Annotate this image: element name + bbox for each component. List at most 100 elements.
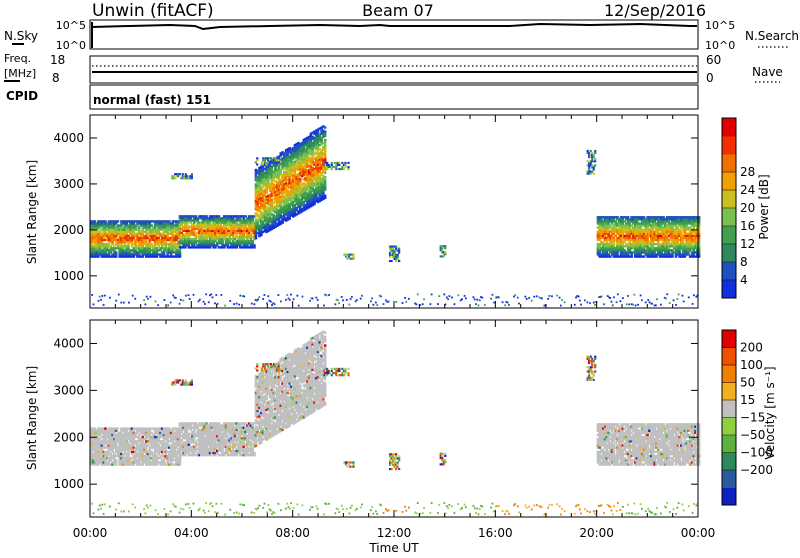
power-echo-cell	[324, 149, 327, 151]
power-near-range-cell	[385, 299, 387, 301]
power-echo-cell	[154, 226, 157, 228]
power-near-range-cell	[541, 298, 543, 300]
power-echo-cell	[141, 255, 144, 257]
power-echo-cell	[613, 237, 616, 239]
power-near-range-cell	[143, 299, 145, 301]
power-near-range-cell	[464, 295, 466, 297]
velocity-echo-cell	[164, 449, 167, 451]
power-near-range-cell	[498, 296, 500, 298]
power-near-range-cell	[120, 302, 122, 304]
power-echo-cell	[184, 246, 187, 248]
power-near-range-cell	[236, 303, 238, 305]
power-echo-cell	[299, 178, 302, 180]
power-near-range-cell	[518, 303, 520, 305]
power-near-range-cell	[103, 304, 105, 306]
power-echo-cell	[175, 247, 178, 249]
velocity-echo-cell	[149, 455, 152, 457]
velocity-echo-cell	[164, 453, 167, 455]
velocity-echo-cell	[156, 442, 159, 444]
power-near-range-cell	[524, 296, 526, 298]
power-echo-cell	[613, 245, 616, 247]
power-echo-cell	[145, 239, 148, 241]
power-near-range-cell	[676, 298, 678, 300]
power-near-range-cell	[666, 293, 668, 295]
power-echo-cell	[102, 237, 105, 239]
power-echo-cell	[141, 229, 144, 231]
power-echo-cell	[652, 241, 655, 243]
power-echo-cell	[157, 231, 160, 233]
power-data-layer	[90, 125, 700, 306]
velocity-echo-cell	[99, 455, 102, 457]
power-near-range-cell	[651, 303, 653, 305]
power-near-range-cell	[298, 305, 300, 307]
power-echo-cell	[324, 157, 327, 159]
velocity-echo-cell	[154, 434, 157, 436]
power-echo-cell	[228, 236, 231, 238]
power-echo-cell	[675, 255, 678, 257]
velocity-echo-cell	[163, 459, 166, 461]
power-echo-cell	[235, 234, 238, 236]
power-echo-cell	[125, 222, 128, 224]
power-near-range-cell	[251, 303, 253, 305]
power-near-range-cell	[99, 296, 101, 298]
power-near-range-cell	[361, 295, 363, 297]
power-echo-cell	[676, 237, 679, 239]
power-patch-cell	[347, 166, 349, 168]
noise-right-tick-bottom: 10^0	[705, 39, 735, 52]
power-echo-cell	[281, 221, 284, 223]
power-patch-cell	[344, 166, 346, 168]
power-patch-cell	[346, 258, 348, 260]
power-near-range-cell	[660, 304, 662, 306]
power-patch-cell	[594, 164, 596, 166]
power-near-range-cell	[123, 302, 125, 304]
power-near-range-cell	[549, 295, 551, 297]
power-colorbar-segment	[722, 244, 736, 263]
power-near-range-cell	[150, 296, 152, 298]
power-echo-cell	[646, 245, 649, 247]
power-near-range-cell	[380, 295, 382, 297]
power-echo-cell	[643, 216, 646, 218]
power-echo-cell	[163, 253, 166, 255]
power-echo-cell	[598, 239, 601, 241]
velocity-echo-cell	[99, 434, 102, 436]
velocity-echo-cell	[127, 455, 130, 457]
power-near-range-cell	[220, 294, 222, 296]
power-near-range-cell	[641, 299, 643, 301]
power-near-range-cell	[688, 296, 690, 298]
power-near-range-cell	[578, 296, 580, 298]
power-near-range-cell	[157, 304, 159, 306]
power-echo-cell	[149, 222, 152, 224]
power-near-range-cell	[395, 301, 397, 303]
power-near-range-cell	[478, 304, 480, 306]
power-echo-cell	[607, 253, 610, 255]
power-near-range-cell	[285, 299, 287, 301]
power-echo-cell	[675, 224, 678, 226]
power-echo-cell	[664, 235, 667, 237]
power-near-range-cell	[342, 299, 344, 301]
velocity-echo-cell	[156, 459, 159, 461]
power-echo-cell	[127, 243, 130, 245]
power-patch-cell	[395, 260, 397, 262]
power-echo-cell	[113, 245, 116, 247]
velocity-echo-cell	[108, 461, 111, 463]
power-echo-cell	[294, 171, 297, 173]
power-patch-cell	[593, 166, 595, 168]
power-echo-cell	[219, 223, 222, 225]
power-echo-cell	[188, 236, 191, 238]
power-echo-cell	[157, 237, 160, 239]
power-patch-cell	[441, 247, 443, 249]
velocity-echo-cell	[106, 455, 109, 457]
power-echo-cell	[627, 253, 630, 255]
velocity-echo-cell	[110, 453, 113, 455]
power-echo-cell	[661, 251, 664, 253]
power-echo-cell	[324, 178, 327, 180]
power-echo-cell	[324, 176, 327, 178]
power-echo-cell	[606, 241, 609, 243]
power-near-range-cell	[185, 295, 187, 297]
power-patch-cell	[326, 168, 328, 170]
power-echo-cell	[250, 234, 253, 236]
velocity-echo-cell	[141, 436, 144, 438]
power-echo-cell	[101, 241, 104, 243]
